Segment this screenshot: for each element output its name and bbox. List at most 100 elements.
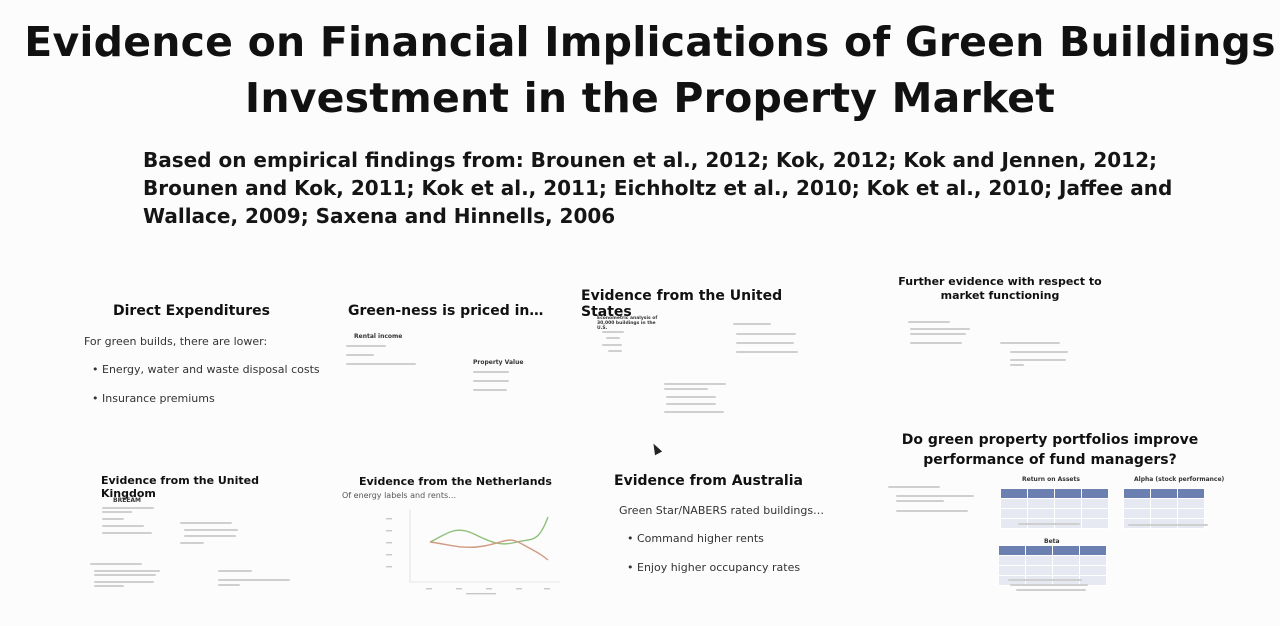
text-line [1010, 351, 1068, 353]
text-line [180, 522, 232, 524]
text-line [346, 363, 416, 365]
text-line [736, 342, 794, 344]
beta-label: Beta [1044, 538, 1060, 545]
text-line [666, 403, 716, 405]
tile-fund-managers[interactable]: Do green property portfolios improve per… [880, 428, 1224, 598]
text-line [896, 510, 968, 512]
tick-label [456, 588, 462, 590]
property-value-label: Property Value [473, 359, 524, 366]
text-line [896, 495, 974, 497]
bullet-item: • Energy, water and waste disposal costs [92, 363, 320, 376]
text-line [346, 345, 386, 347]
text-line [664, 388, 708, 390]
tick-label [426, 588, 432, 590]
return-on-assets-label: Return on Assets [1022, 476, 1080, 483]
return-on-assets-table [1000, 488, 1109, 529]
tile-intro: Green Star/NABERS rated buildings… [619, 504, 825, 517]
bullet-item: • Command higher rents [627, 532, 764, 545]
tile-title: Evidence from Australia [614, 473, 803, 489]
text-line [473, 371, 509, 373]
tick-label [544, 588, 550, 590]
text-line [1010, 584, 1088, 586]
tile-evidence-us[interactable]: Evidence from the United States Economet… [578, 285, 828, 420]
bullet-text: Energy, water and waste disposal costs [102, 363, 320, 376]
tile-direct-expenditures[interactable]: Direct Expenditures For green builds, th… [80, 298, 320, 418]
tick-label [386, 530, 392, 532]
bullet-text: Insurance premiums [102, 392, 215, 405]
text-line [1010, 359, 1066, 361]
text-line [736, 333, 796, 335]
tick-label [386, 554, 392, 556]
tile-title: Evidence from the United States [581, 288, 783, 320]
tile-greenness-priced[interactable]: Green-ness is priced in… Rental income P… [340, 298, 550, 418]
text-line [94, 585, 124, 587]
text-line [602, 331, 624, 333]
bullet-text: Enjoy higher occupancy rates [637, 561, 801, 574]
bullet-item: • Enjoy higher occupancy rates [627, 561, 801, 574]
tick-label [486, 588, 492, 590]
tile-title: Further evidence with respect to market … [898, 275, 1102, 302]
text-line [346, 354, 374, 356]
text-line [218, 579, 290, 581]
text-line [664, 383, 726, 385]
text-line [1016, 589, 1086, 591]
text-line [896, 500, 944, 502]
series-line [429, 539, 549, 561]
text-line [1000, 342, 1060, 344]
bullet-item: • Insurance premiums [92, 392, 215, 405]
text-line [473, 380, 509, 382]
text-line [606, 337, 620, 339]
tile-title: Evidence from the United Kingdom [101, 474, 259, 500]
text-line [94, 570, 160, 572]
text-line [102, 532, 152, 534]
tick-label [386, 542, 392, 544]
tile-title: Do green property portfolios improve per… [901, 432, 1199, 468]
alpha-table [1123, 488, 1205, 529]
tick-label [386, 566, 392, 568]
rental-income-label: Rental income [354, 333, 403, 340]
text-line [1010, 364, 1024, 366]
text-line [664, 411, 724, 413]
text-line [602, 344, 622, 346]
text-line [910, 328, 970, 330]
text-line [908, 321, 950, 323]
text-line [102, 507, 154, 509]
slide-subtitle: Based on empirical findings from: Broune… [143, 148, 1173, 228]
tile-subheading: BREEAM [113, 497, 142, 504]
text-line [94, 581, 154, 583]
slide-title: Evidence on Financial Implications of Gr… [24, 18, 1276, 122]
text-line [218, 570, 252, 572]
text-line [184, 529, 238, 531]
rent-trend-line-chart [386, 510, 560, 595]
tile-evidence-australia[interactable]: Evidence from Australia Green Star/NABER… [605, 470, 835, 580]
text-line [1008, 579, 1082, 581]
bullet-text: Command higher rents [637, 532, 764, 545]
text-line [102, 511, 132, 513]
text-line [733, 323, 771, 325]
text-line [736, 351, 798, 353]
tile-evidence-uk[interactable]: Evidence from the United Kingdom BREEAM [90, 470, 305, 595]
text-line [1018, 523, 1080, 525]
tile-further-evidence[interactable]: Further evidence with respect to market … [880, 272, 1120, 382]
text-line [184, 535, 236, 537]
text-line [90, 563, 142, 565]
text-line [473, 389, 507, 391]
tile-evidence-netherlands[interactable]: Evidence from the Netherlands Of energy … [340, 472, 570, 597]
tile-title: Direct Expenditures [113, 303, 270, 319]
tile-title: Evidence from the Netherlands [359, 475, 552, 488]
text-line [102, 518, 124, 520]
text-line [910, 342, 962, 344]
text-line [180, 542, 204, 544]
tile-intro: For green builds, there are lower: [84, 335, 268, 348]
tick-label [386, 518, 392, 520]
mouse-cursor-icon [649, 441, 663, 456]
legend [466, 593, 496, 595]
text-line [608, 350, 622, 352]
text-line [888, 486, 940, 488]
text-line [102, 525, 144, 527]
tick-label [516, 588, 522, 590]
text-line [94, 574, 156, 576]
tile-title: Green-ness is priced in… [348, 303, 544, 319]
text-line [218, 584, 240, 586]
text-line [910, 333, 966, 335]
